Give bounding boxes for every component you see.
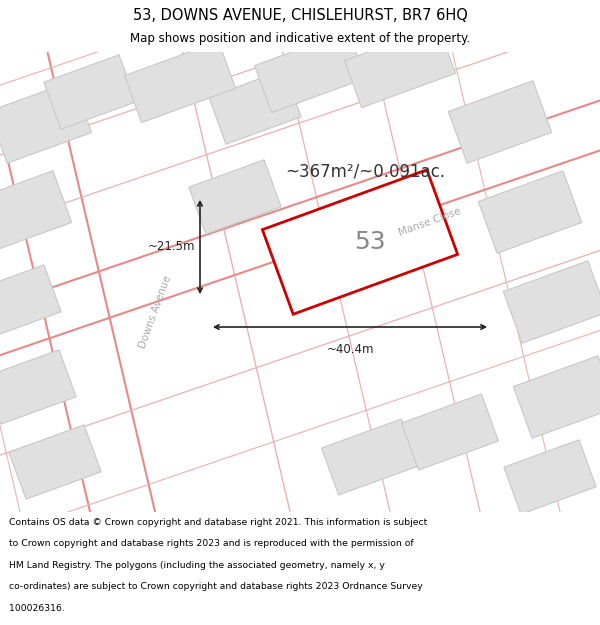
Polygon shape xyxy=(124,41,236,122)
Polygon shape xyxy=(44,55,136,129)
Polygon shape xyxy=(0,350,76,424)
Text: 100026316.: 100026316. xyxy=(9,604,65,612)
Polygon shape xyxy=(514,356,600,438)
Text: to Crown copyright and database rights 2023 and is reproduced with the permissio: to Crown copyright and database rights 2… xyxy=(9,539,413,548)
Polygon shape xyxy=(209,70,301,144)
Text: 53: 53 xyxy=(354,230,386,254)
Polygon shape xyxy=(189,160,281,234)
Polygon shape xyxy=(322,419,418,495)
Polygon shape xyxy=(478,171,581,253)
Text: 53, DOWNS AVENUE, CHISLEHURST, BR7 6HQ: 53, DOWNS AVENUE, CHISLEHURST, BR7 6HQ xyxy=(133,8,467,22)
Text: co-ordinates) are subject to Crown copyright and database rights 2023 Ordnance S: co-ordinates) are subject to Crown copyr… xyxy=(9,582,423,591)
Polygon shape xyxy=(254,31,365,112)
Text: Downs Avenue: Downs Avenue xyxy=(137,274,173,350)
Text: ~367m²/~0.091ac.: ~367m²/~0.091ac. xyxy=(285,163,445,181)
Polygon shape xyxy=(9,425,101,499)
Text: Contains OS data © Crown copyright and database right 2021. This information is : Contains OS data © Crown copyright and d… xyxy=(9,518,427,527)
Polygon shape xyxy=(344,26,455,107)
Polygon shape xyxy=(401,394,499,470)
Text: HM Land Registry. The polygons (including the associated geometry, namely x, y: HM Land Registry. The polygons (includin… xyxy=(9,561,385,569)
Text: ~40.4m: ~40.4m xyxy=(326,343,374,356)
Polygon shape xyxy=(0,265,61,339)
Polygon shape xyxy=(448,81,551,163)
Text: Map shows position and indicative extent of the property.: Map shows position and indicative extent… xyxy=(130,32,470,45)
Text: ~21.5m: ~21.5m xyxy=(148,241,195,254)
Polygon shape xyxy=(0,171,71,253)
Polygon shape xyxy=(0,81,92,163)
Text: Manse Close: Manse Close xyxy=(397,206,463,238)
Polygon shape xyxy=(503,261,600,343)
Polygon shape xyxy=(504,440,596,514)
Polygon shape xyxy=(262,170,458,314)
